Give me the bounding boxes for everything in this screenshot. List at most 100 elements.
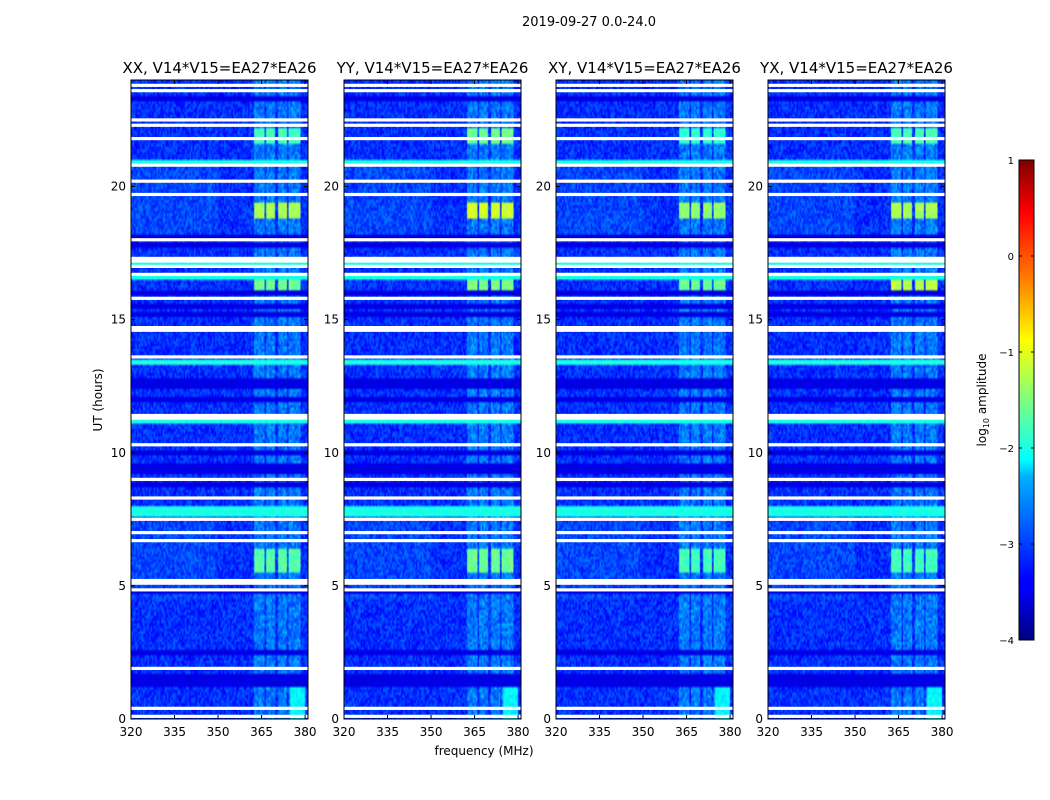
flagged-row bbox=[556, 326, 733, 330]
flagged-row bbox=[131, 179, 308, 183]
flagged-row bbox=[131, 136, 308, 141]
y-tick-label: 0 bbox=[755, 712, 763, 726]
flagged-row bbox=[556, 413, 733, 418]
flagged-row bbox=[344, 83, 521, 87]
flagged-row bbox=[556, 272, 733, 276]
flagged-row bbox=[131, 118, 308, 122]
flagged-row bbox=[768, 136, 945, 141]
flagged-row bbox=[768, 496, 945, 500]
flagged-row bbox=[556, 443, 733, 447]
panel-2: YY, V14*V15=EA27*EA26 320 335 350 365 380 0 5 10… bbox=[324, 59, 530, 739]
flagged-row bbox=[344, 118, 521, 122]
flagged-row bbox=[556, 531, 733, 535]
spectrogram-image bbox=[768, 80, 945, 719]
flagged-row bbox=[768, 581, 945, 585]
colorbar-gradient bbox=[1018, 159, 1035, 641]
flagged-row bbox=[344, 413, 521, 418]
colorbar: 10−1−2−3−4 log10 amplitude bbox=[975, 156, 1035, 647]
flagged-row bbox=[768, 179, 945, 183]
flagged-row bbox=[768, 89, 945, 93]
y-tick-label: 5 bbox=[118, 579, 126, 593]
panel-3: XY, V14*V15=EA27*EA26 320 335 350 365 380 0 5 10… bbox=[536, 59, 742, 739]
flagged-row bbox=[768, 264, 945, 268]
flagged-row bbox=[131, 496, 308, 500]
flagged-row bbox=[344, 416, 521, 420]
panel-frame bbox=[343, 79, 522, 720]
colorbar-tick-label: 0 bbox=[1008, 252, 1014, 263]
flagged-row bbox=[768, 296, 945, 300]
colorbar-label-sub: 10 bbox=[982, 418, 991, 428]
flagged-row bbox=[131, 123, 308, 127]
flagged-row bbox=[131, 477, 308, 481]
flagged-row bbox=[131, 83, 308, 87]
flagged-row bbox=[556, 666, 733, 671]
flagged-row bbox=[344, 578, 521, 583]
colorbar-tick-label: −1 bbox=[999, 348, 1014, 359]
panel-title: YY, V14*V15=EA27*EA26 bbox=[336, 59, 529, 77]
x-tick-label: 335 bbox=[588, 725, 611, 739]
flagged-row bbox=[344, 517, 521, 521]
flagged-row bbox=[344, 328, 521, 332]
flagged-row bbox=[556, 581, 733, 585]
flagged-row bbox=[768, 272, 945, 276]
flagged-row bbox=[344, 136, 521, 141]
flagged-row bbox=[344, 714, 521, 718]
flagged-row bbox=[768, 477, 945, 481]
x-tick-label: 365 bbox=[463, 725, 486, 739]
x-tick-label: 320 bbox=[333, 725, 356, 739]
flagged-row bbox=[556, 163, 733, 167]
flagged-row bbox=[768, 443, 945, 447]
flagged-row bbox=[556, 118, 733, 122]
flagged-row bbox=[344, 192, 521, 197]
flagged-row bbox=[344, 443, 521, 447]
flagged-row bbox=[131, 256, 308, 260]
flagged-row bbox=[344, 179, 521, 183]
flagged-row bbox=[131, 272, 308, 276]
flagged-row bbox=[131, 443, 308, 447]
flagged-row bbox=[556, 89, 733, 93]
flagged-row bbox=[768, 666, 945, 671]
flagged-row bbox=[344, 706, 521, 710]
colorbar-label-log: log bbox=[975, 428, 989, 446]
x-axis-label: frequency (MHz) bbox=[434, 744, 533, 758]
flagged-row bbox=[768, 118, 945, 122]
y-tick-label: 10 bbox=[536, 446, 551, 460]
flagged-row bbox=[556, 706, 733, 710]
y-tick-label: 10 bbox=[324, 446, 339, 460]
flagged-row bbox=[344, 496, 521, 500]
y-tick-label: 0 bbox=[118, 712, 126, 726]
flagged-row bbox=[131, 581, 308, 585]
flagged-row bbox=[344, 163, 521, 167]
flagged-row bbox=[556, 296, 733, 300]
x-tick-label: 365 bbox=[887, 725, 910, 739]
flagged-row bbox=[768, 413, 945, 418]
flagged-row bbox=[768, 163, 945, 167]
x-tick-label: 320 bbox=[757, 725, 780, 739]
spectrogram-image bbox=[131, 80, 308, 719]
flagged-row bbox=[768, 539, 945, 543]
flagged-row bbox=[768, 328, 945, 332]
x-tick-label: 335 bbox=[376, 725, 399, 739]
flagged-row bbox=[344, 89, 521, 93]
panel-title: XX, V14*V15=EA27*EA26 bbox=[122, 59, 316, 77]
y-axis-label: UT (hours) bbox=[91, 368, 105, 431]
flagged-row bbox=[556, 256, 733, 260]
y-tick-label: 5 bbox=[755, 579, 763, 593]
spectrogram-panels: XX, V14*V15=EA27*EA26 320 335 350 365 380 0 5 10… bbox=[111, 59, 954, 739]
flagged-row bbox=[556, 588, 733, 592]
flagged-row bbox=[131, 238, 308, 242]
y-tick-label: 20 bbox=[324, 180, 339, 194]
panel-title: XY, V14*V15=EA27*EA26 bbox=[548, 59, 741, 77]
y-tick-label: 0 bbox=[543, 712, 551, 726]
colorbar-tick-label: 1 bbox=[1008, 156, 1014, 167]
spectrogram-image bbox=[344, 80, 521, 719]
x-tick-label: 380 bbox=[507, 725, 530, 739]
flagged-row bbox=[556, 179, 733, 183]
flagged-row bbox=[131, 89, 308, 93]
x-tick-label: 350 bbox=[207, 725, 230, 739]
flagged-row bbox=[556, 714, 733, 718]
flagged-row bbox=[556, 259, 733, 263]
colorbar-tick-label: −4 bbox=[999, 636, 1014, 647]
flagged-row bbox=[768, 259, 945, 263]
flagged-row bbox=[131, 416, 308, 420]
